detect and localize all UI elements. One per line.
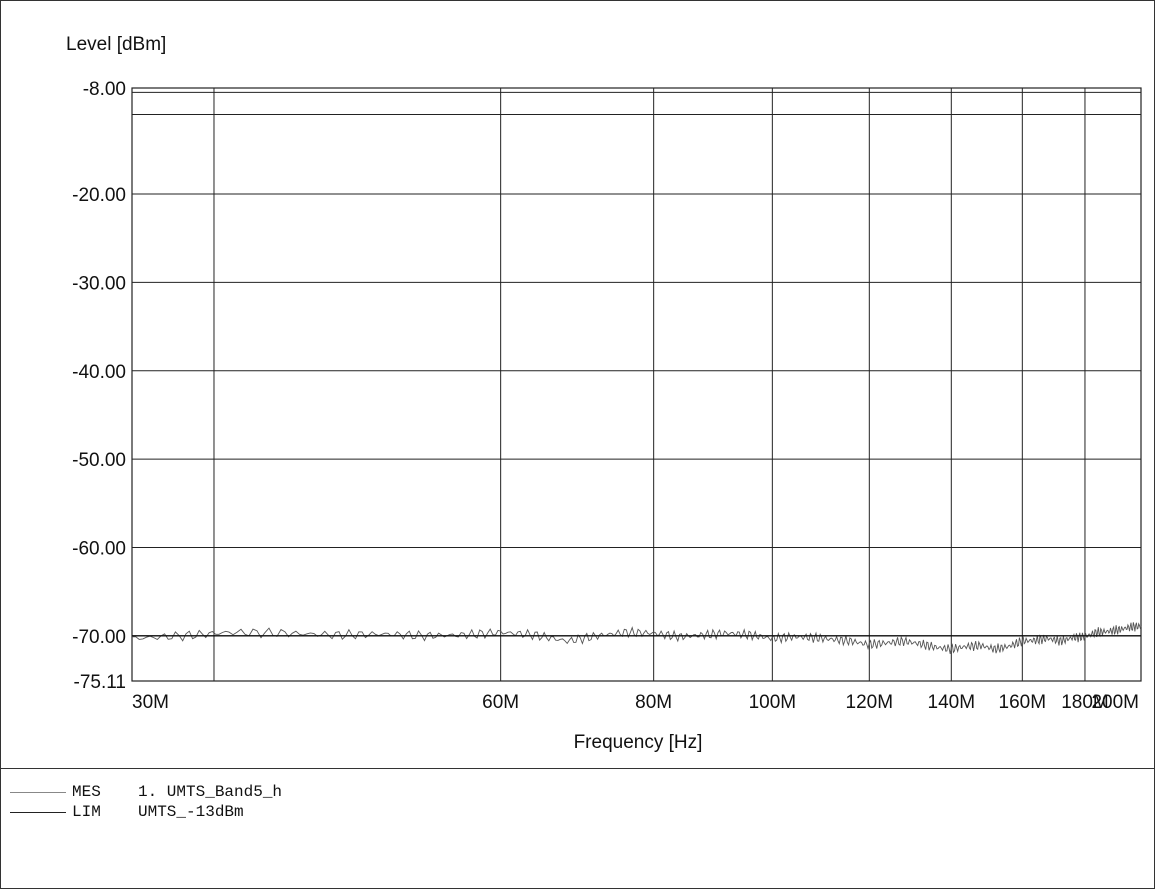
- y-tick-label: -60.00: [72, 538, 126, 559]
- y-tick-label: -40.00: [72, 362, 126, 383]
- legend-item-lim: LIM UMTS_-13dBm: [10, 802, 282, 822]
- series-layer: [131, 622, 1142, 654]
- y-tick-label: -75.11: [74, 672, 126, 693]
- y-tick-label: -50.00: [72, 450, 126, 471]
- x-tick-label: 160M: [999, 692, 1047, 713]
- x-tick-label: 60M: [482, 692, 519, 713]
- legend-text: 1. UMTS_Band5_h: [138, 783, 283, 801]
- legend: MES 1. UMTS_Band5_h LIM UMTS_-13dBm: [10, 782, 282, 822]
- legend-separator: [0, 768, 1155, 769]
- measurement-trace: [131, 622, 1142, 654]
- x-axis-label: Frequency [Hz]: [574, 732, 703, 753]
- x-tick-label: 120M: [846, 692, 894, 713]
- grid: [131, 87, 1142, 682]
- y-ticks: -8.00 -20.00 -30.00 -40.00 -50.00 -60.00 -70.0…: [72, 79, 126, 693]
- x-tick-label: 80M: [635, 692, 672, 713]
- x-tick-label: 180M: [1061, 692, 1109, 713]
- x-tick-label: 30M: [132, 692, 169, 713]
- legend-code: MES: [72, 783, 101, 801]
- legend-line-measurement: [10, 791, 66, 793]
- y-tick-label: -8.00: [83, 79, 126, 100]
- y-tick-label: -70.00: [72, 627, 126, 648]
- legend-code: LIM: [72, 803, 101, 821]
- legend-text: UMTS_-13dBm: [138, 803, 244, 821]
- y-axis-label: Level [dBm]: [66, 34, 166, 55]
- x-tick-label: 140M: [928, 692, 976, 713]
- y-tick-label: -20.00: [72, 185, 126, 206]
- spectrum-chart: -8.00 -20.00 -30.00 -40.00 -50.00 -60.00 -70.0…: [66, 34, 1142, 753]
- x-tick-label: 100M: [749, 692, 797, 713]
- legend-line-limit: [10, 811, 66, 813]
- legend-item-mes: MES 1. UMTS_Band5_h: [10, 782, 282, 802]
- plot-border: [131, 87, 1142, 682]
- x-tick-label: 200M: [1091, 692, 1139, 713]
- y-tick-label: -30.00: [72, 273, 126, 294]
